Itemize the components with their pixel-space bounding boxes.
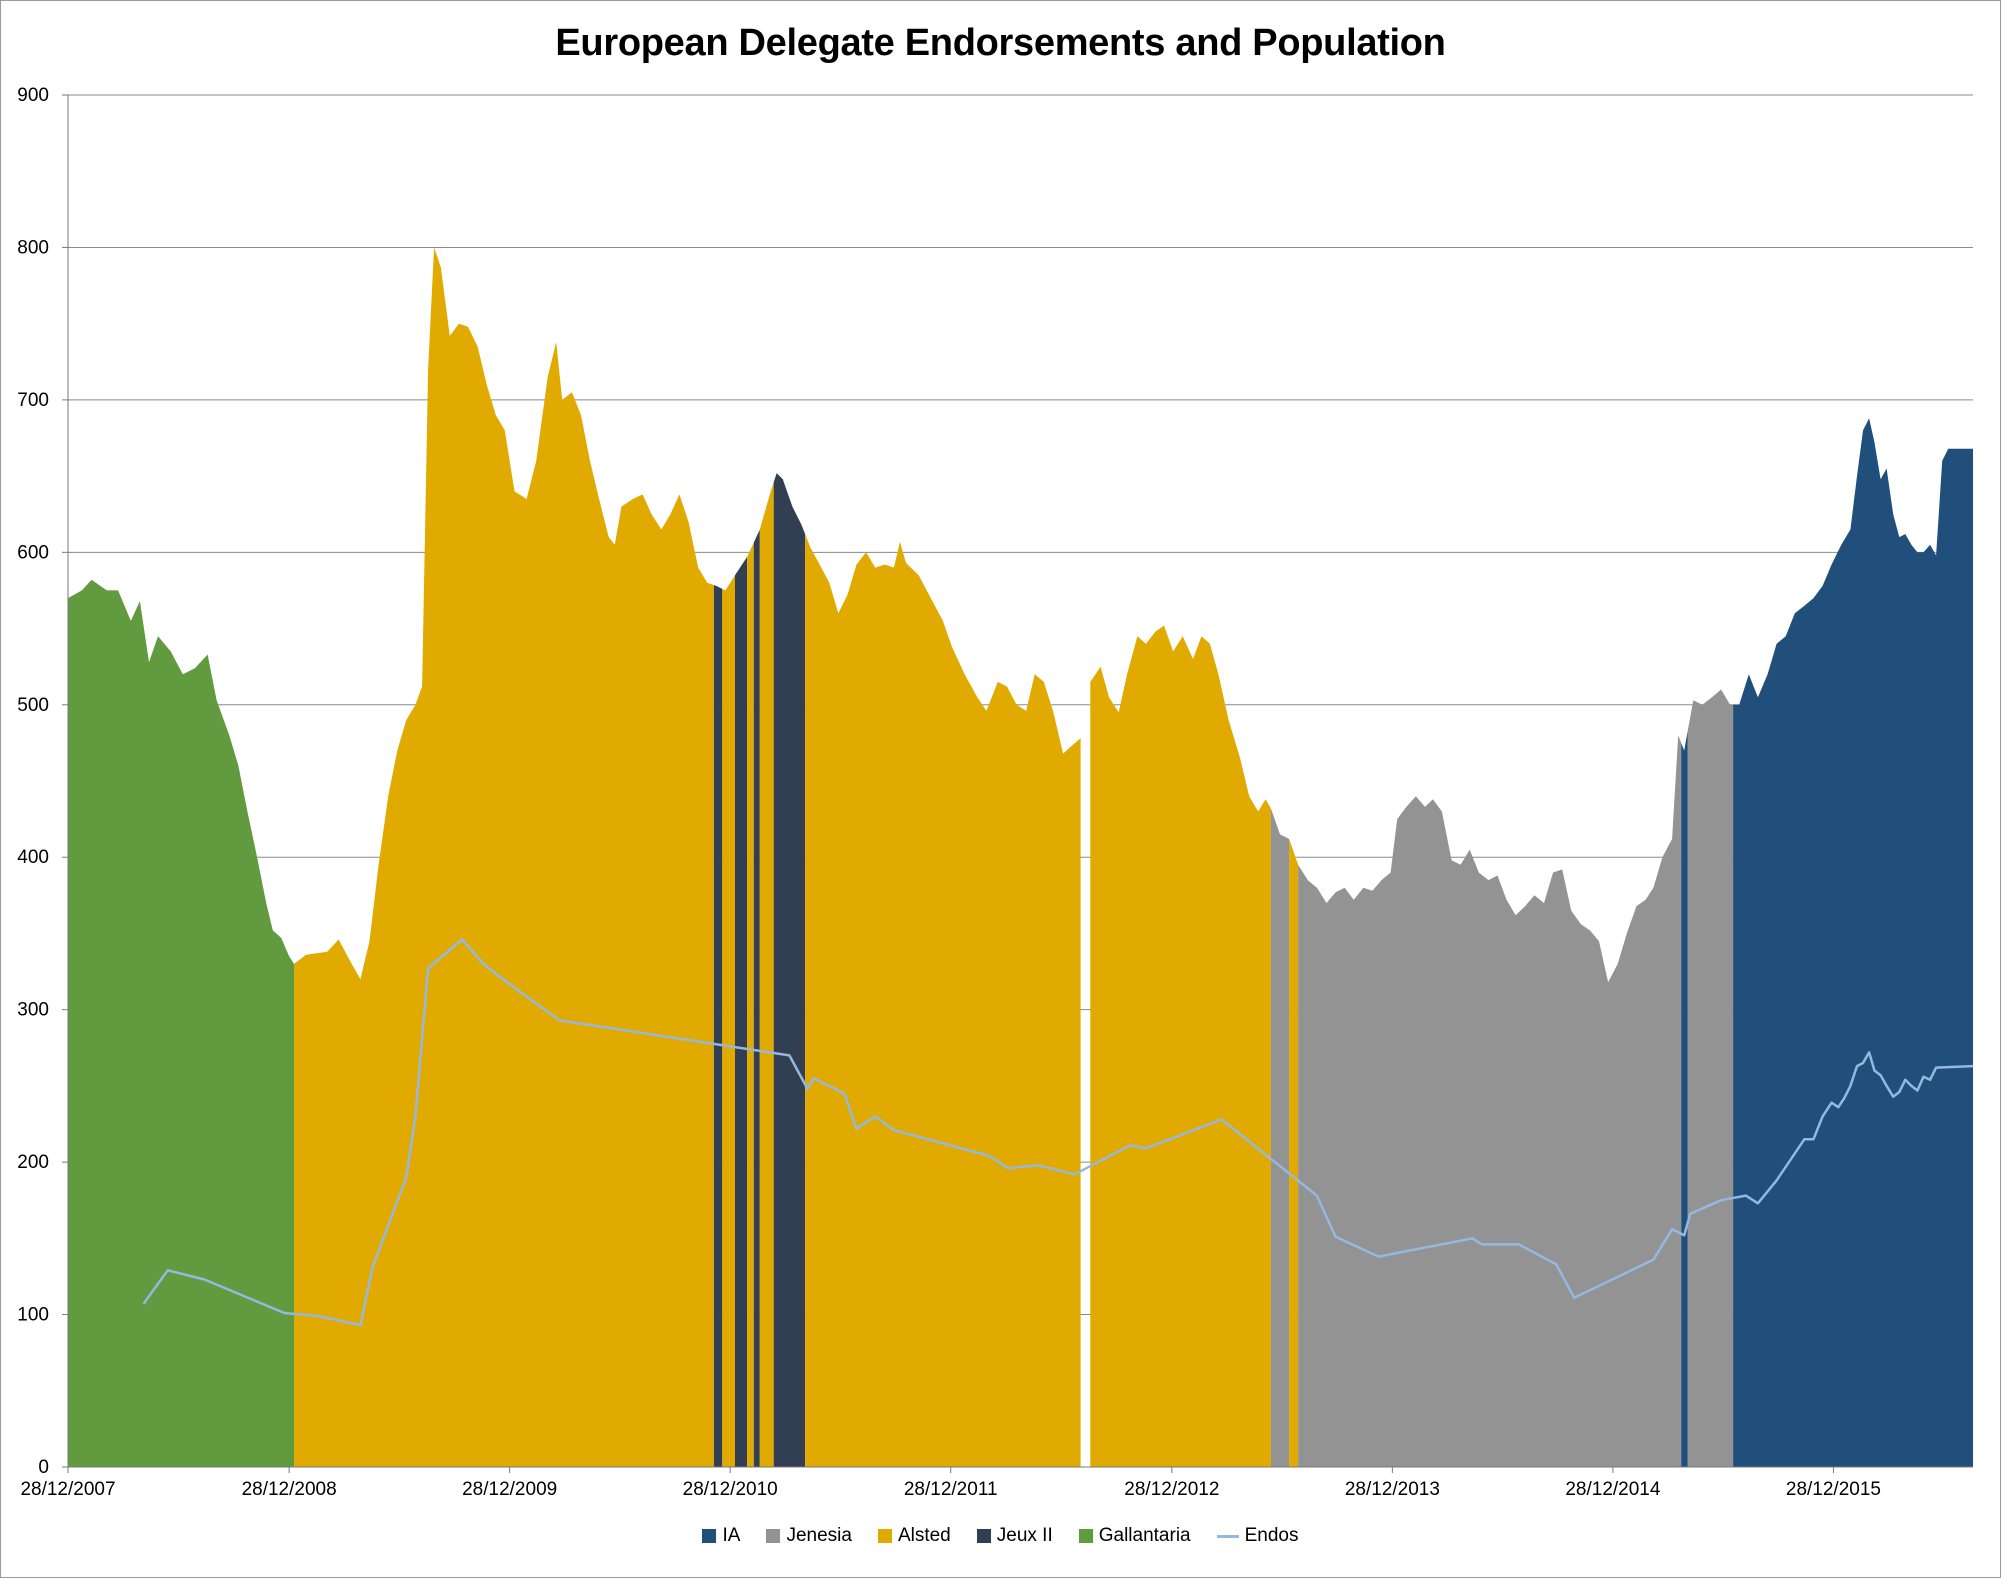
area-ia <box>1733 418 1973 1468</box>
x-tick-label: 28/12/2012 <box>1124 1479 1219 1500</box>
area-gallantaria <box>68 579 294 1467</box>
area-alsted <box>759 482 774 1467</box>
x-tick-label: 28/12/2007 <box>20 1479 115 1500</box>
y-tick-label: 0 <box>38 1457 49 1478</box>
area-alsted <box>722 575 735 1467</box>
chart-title: European Delegate Endorsements and Popul… <box>555 22 1446 64</box>
legend: IA Jenesia Alsted Jeux II Gallantaria Endos <box>0 1525 2001 1547</box>
area-jeux-ii <box>713 585 723 1467</box>
y-tick-label: 300 <box>17 1000 49 1021</box>
area-jenesia <box>1270 808 1290 1467</box>
legend-swatch <box>766 1529 781 1543</box>
legend-label: Endos <box>1244 1525 1299 1546</box>
legend-item-jenesia: Jenesia <box>766 1525 852 1547</box>
area-jeux-ii <box>773 473 806 1468</box>
legend-item-alsted: Alsted <box>877 1525 951 1547</box>
legend-label: Gallantaria <box>1098 1525 1191 1546</box>
y-tick-label: 100 <box>17 1305 49 1326</box>
legend-swatch <box>1078 1529 1093 1543</box>
area-jeux-ii <box>735 556 748 1467</box>
legend-label: IA <box>722 1525 741 1546</box>
area-alsted <box>1289 838 1299 1467</box>
y-tick-label: 200 <box>17 1152 49 1173</box>
area-jeux-ii <box>753 529 760 1467</box>
y-tick-label: 700 <box>17 390 49 411</box>
legend-swatch <box>702 1529 717 1543</box>
x-tick-label: 28/12/2010 <box>683 1479 778 1500</box>
delegate-areas <box>68 247 1973 1468</box>
area-alsted <box>805 534 1081 1467</box>
legend-swatch <box>976 1529 991 1543</box>
area-alsted <box>747 542 754 1467</box>
area-alsted <box>294 247 714 1467</box>
y-tick-label: 500 <box>17 695 49 716</box>
legend-swatch <box>1216 1534 1239 1538</box>
area-jenesia <box>1298 735 1682 1467</box>
area-alsted <box>1090 625 1271 1467</box>
x-tick-label: 28/12/2015 <box>1786 1479 1881 1500</box>
endos-line <box>142 938 1974 1327</box>
endos-line-group <box>142 938 1974 1327</box>
y-tick-label: 900 <box>17 85 49 106</box>
legend-item-gallantaria: Gallantaria <box>1078 1525 1191 1547</box>
legend-label: Jenesia <box>786 1525 852 1546</box>
legend-label: Jeux II <box>996 1525 1053 1546</box>
legend-item-jeux-ii: Jeux II <box>976 1525 1053 1547</box>
legend-item-ia: IA <box>702 1525 740 1547</box>
area-jenesia <box>1687 689 1734 1467</box>
y-tick-label: 400 <box>17 847 49 868</box>
x-tick-label: 28/12/2013 <box>1345 1479 1440 1500</box>
x-tick-label: 28/12/2014 <box>1565 1479 1661 1500</box>
x-tick-label: 28/12/2009 <box>462 1479 557 1500</box>
axes: 0 100 200 300 400 500 600 700 800 900 28/12/2007 28… <box>17 85 1973 1500</box>
y-tick-label: 800 <box>17 237 49 258</box>
legend-swatch <box>877 1529 892 1543</box>
legend-item-endos: Endos <box>1216 1525 1299 1547</box>
y-tick-label: 600 <box>17 542 49 563</box>
legend-label: Alsted <box>897 1525 951 1546</box>
x-tick-label: 28/12/2011 <box>904 1479 998 1500</box>
area-ia <box>1681 730 1688 1467</box>
x-tick-label: 28/12/2008 <box>242 1479 337 1500</box>
